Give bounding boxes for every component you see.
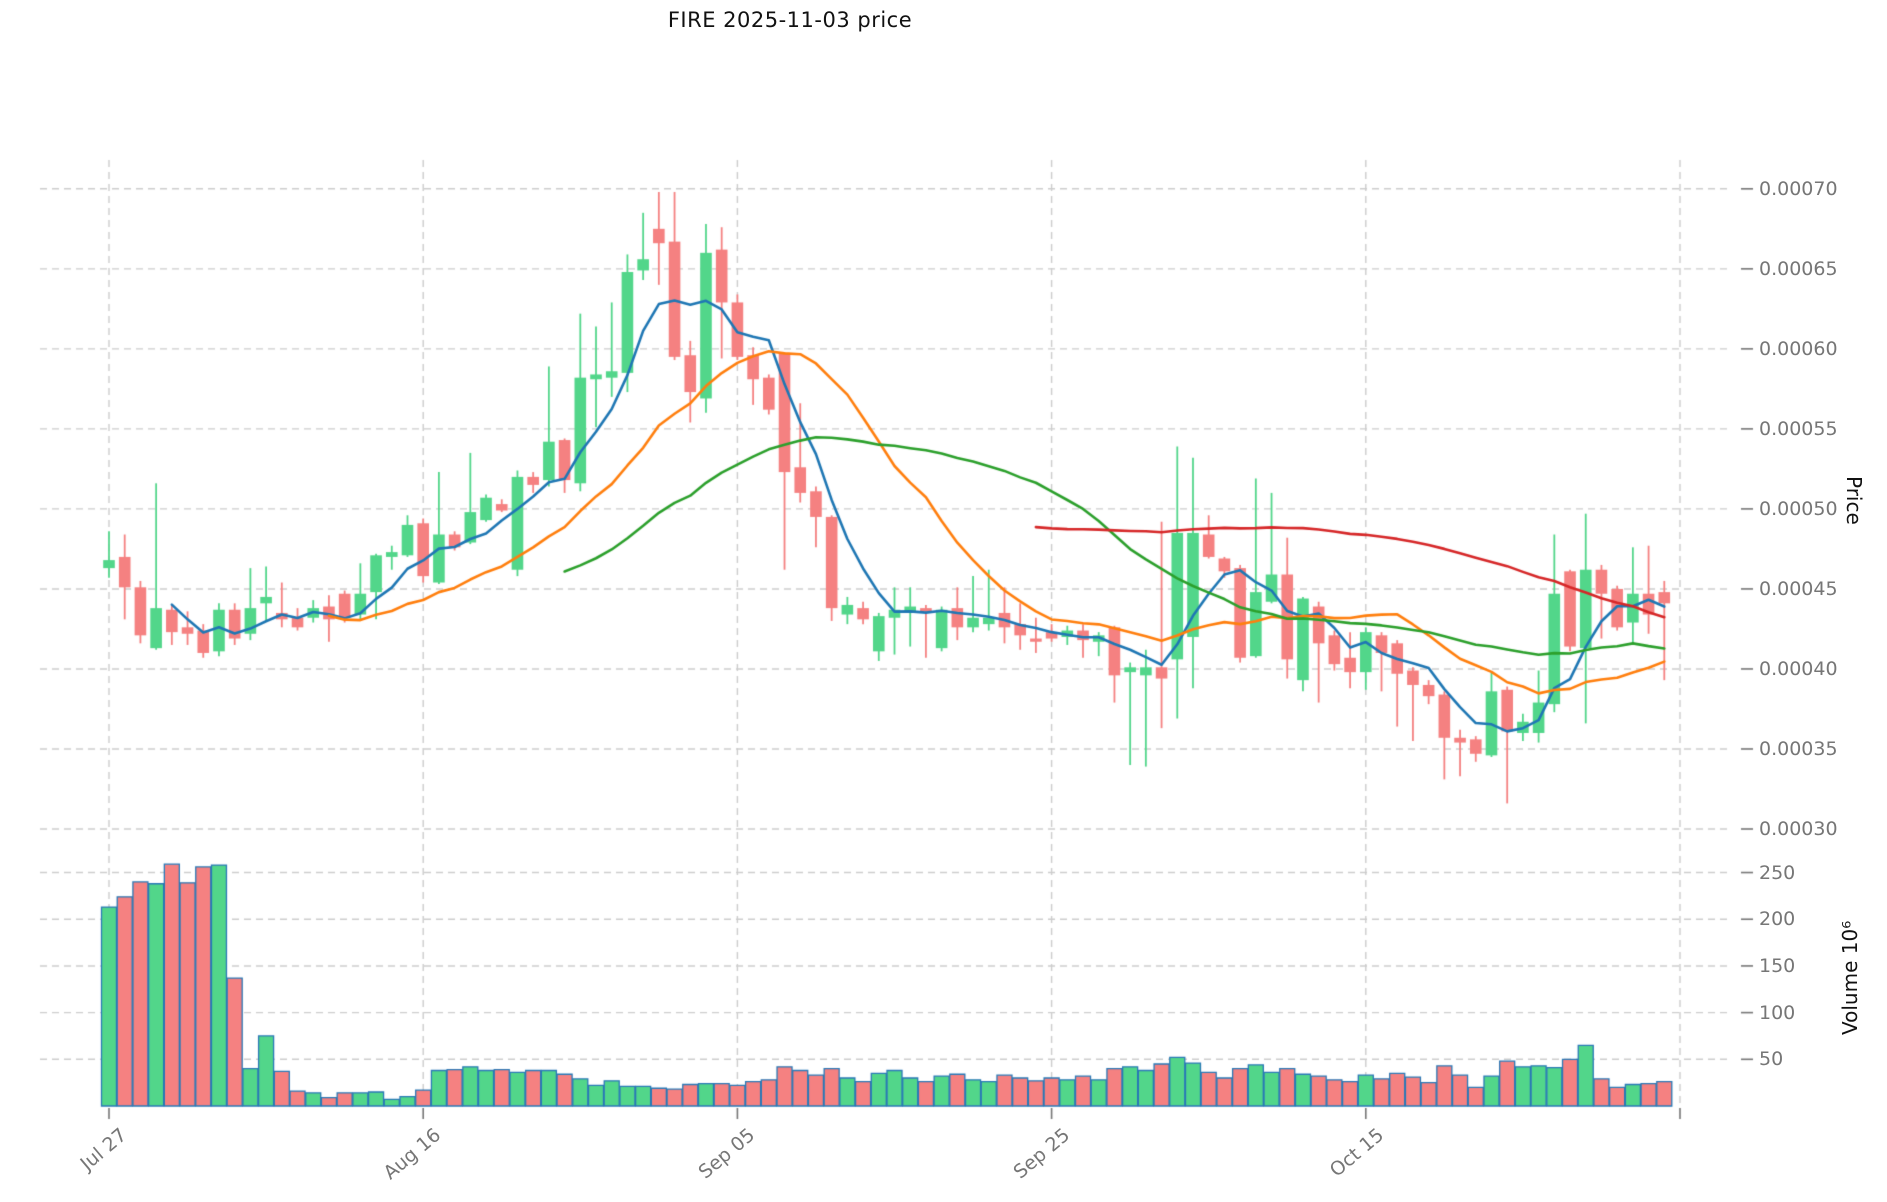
price-tick-label: 0.00030 <box>1759 817 1838 840</box>
price-axis-title: Price <box>1842 475 1866 525</box>
price-tick-label: 0.00060 <box>1759 337 1838 360</box>
price-tick-label: 0.00050 <box>1759 497 1838 520</box>
volume-axis-title: Volume 10⁶ <box>1838 920 1862 1036</box>
volume-tick-label: 100 <box>1759 1001 1796 1024</box>
price-tick-label: 0.00070 <box>1759 177 1838 200</box>
volume-tick-label: 150 <box>1759 954 1796 977</box>
volume-tick-label: 250 <box>1759 861 1796 884</box>
price-tick-label: 0.00045 <box>1759 577 1838 600</box>
price-tick-label: 0.00065 <box>1759 257 1838 280</box>
price-tick-label: 0.00055 <box>1759 417 1838 440</box>
price-tick-label: 0.00035 <box>1759 737 1838 760</box>
price-tick-label: 0.00040 <box>1759 657 1838 680</box>
chart-title: FIRE 2025-11-03 price <box>667 8 913 32</box>
volume-tick-label: 200 <box>1759 908 1796 931</box>
volume-tick-label: 50 <box>1759 1048 1784 1071</box>
